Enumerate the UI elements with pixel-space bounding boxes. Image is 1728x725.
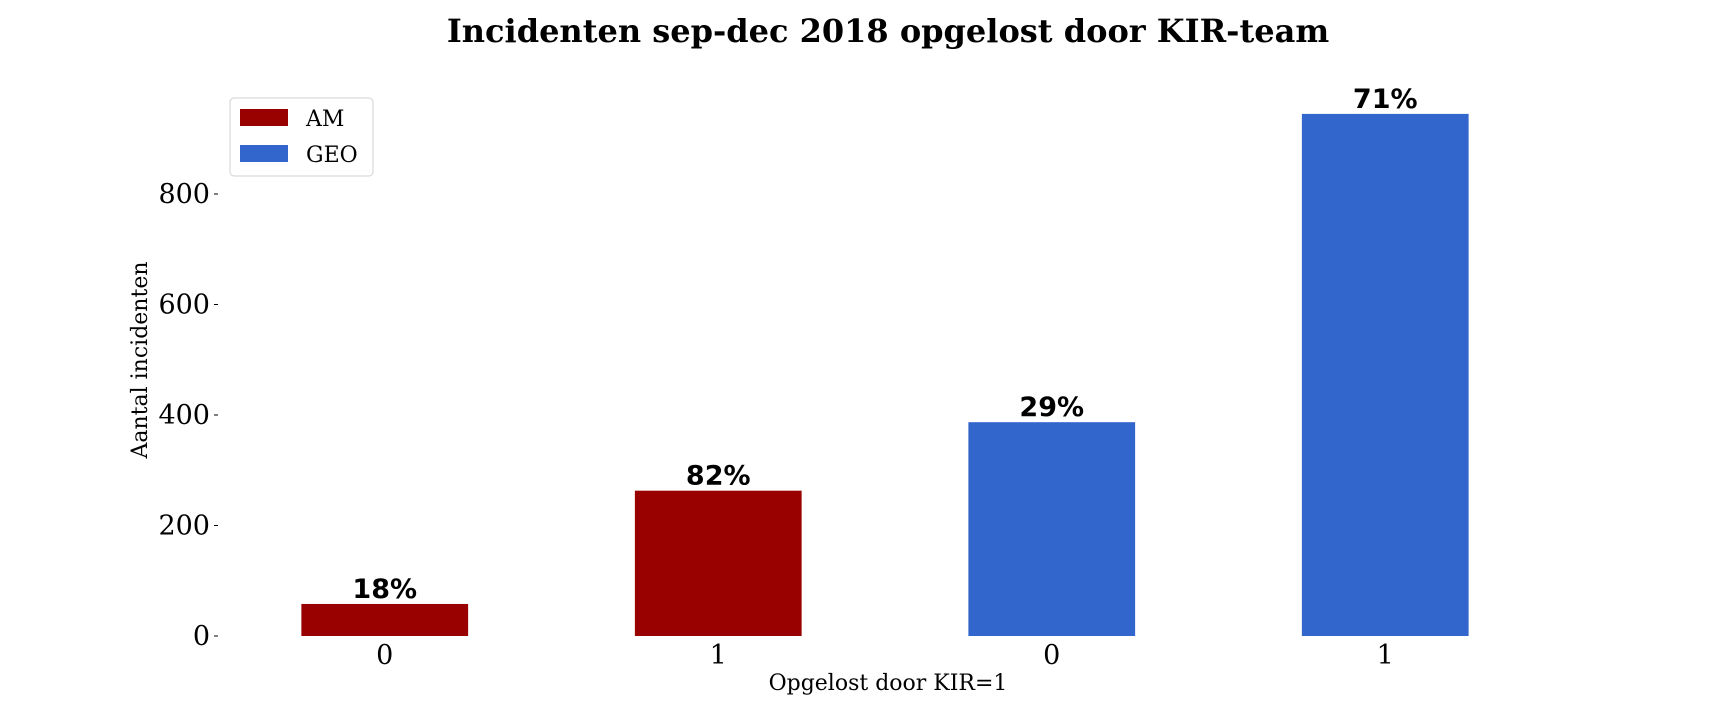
y-axis-label: Aantal incidenten	[128, 261, 153, 459]
x-axis: 0 1 0 1	[376, 640, 1394, 671]
legend-label-am: AM	[305, 107, 344, 132]
bar-am-1	[634, 490, 802, 636]
y-tick-label: 0	[193, 621, 210, 652]
legend-swatch-am	[240, 109, 288, 126]
x-tick-label: 1	[710, 640, 727, 671]
bar-geo-1	[1301, 113, 1469, 636]
x-tick-label: 0	[1043, 640, 1060, 671]
bar-geo-0	[968, 422, 1136, 636]
x-tick-label: 0	[376, 640, 393, 671]
bar-data-label: 18%	[352, 574, 417, 605]
legend-label-geo: GEO	[306, 143, 358, 168]
bar-am-0	[301, 603, 469, 636]
bar-data-label: 82%	[686, 461, 751, 492]
bar-data-label: 29%	[1019, 392, 1084, 423]
y-tick-label: 800	[158, 179, 210, 210]
legend: AM GEO	[229, 97, 374, 177]
bar-data-label: 71%	[1353, 84, 1418, 115]
bars-group: 18% 82% 29% 71%	[301, 84, 1469, 636]
y-tick-label: 200	[158, 511, 210, 542]
x-tick-label: 1	[1377, 640, 1394, 671]
y-tick-label: 400	[158, 400, 210, 431]
x-axis-label: Opgelost door KIR=1	[769, 671, 1008, 696]
chart-title: Incidenten sep-dec 2018 opgelost door KI…	[447, 12, 1330, 50]
y-axis: 0 200 400 600 800	[158, 179, 218, 652]
legend-swatch-geo	[240, 145, 288, 162]
y-tick-label: 600	[158, 290, 210, 321]
